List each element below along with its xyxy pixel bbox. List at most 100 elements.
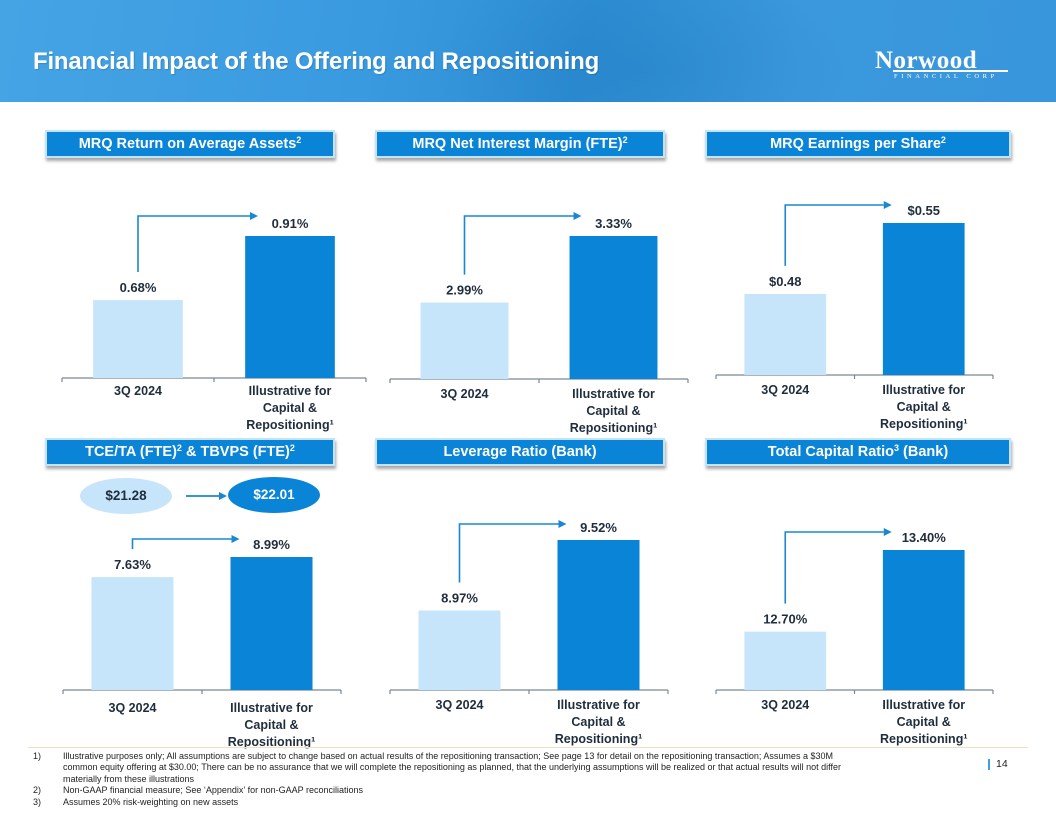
category-label: Repositioning¹ (246, 418, 334, 432)
footnote-text: Illustrative purposes only; All assumpti… (63, 751, 841, 784)
category-label: 3Q 2024 (441, 387, 489, 401)
panel-header-eps: MRQ Earnings per Share2 (705, 130, 1011, 158)
category-label: Repositioning¹ (570, 421, 658, 435)
bar-3q-2024 (420, 302, 509, 379)
change-arrow-head-icon (250, 212, 258, 220)
bar-illustrative (882, 550, 965, 690)
category-label: Illustrative for (882, 383, 965, 397)
tbvps-before-badge: $21.28 (80, 478, 172, 514)
category-label: Illustrative for (557, 698, 640, 712)
footnote-number: 3) (33, 796, 42, 807)
panel-title: MRQ Earnings per Share (770, 136, 941, 152)
change-arrow-line (784, 531, 884, 604)
category-label: 3Q 2024 (761, 698, 809, 712)
bar-illustrative (882, 223, 965, 375)
change-arrow-head-icon (558, 520, 567, 528)
bar-3q-2024 (744, 293, 827, 375)
page-number: 14 (996, 758, 1008, 770)
data-label: 0.68% (120, 280, 157, 295)
footnote-item: 1) Illustrative purposes only; All assum… (33, 751, 853, 785)
footnote-item: 2) Non-GAAP financial measure; See ‘Appe… (33, 785, 853, 796)
bar-illustrative (569, 236, 658, 379)
change-arrow-line (458, 523, 559, 583)
bar-3q-2024 (93, 300, 183, 378)
data-label: 13.40% (902, 530, 947, 545)
change-arrow-head-icon (883, 528, 892, 536)
category-label: Capital & (897, 715, 951, 729)
category-label: Repositioning¹ (880, 732, 968, 746)
logo-wordmark: Norwood (875, 47, 978, 74)
bar-illustrative (230, 557, 313, 690)
footnote-ref: 3 (894, 443, 900, 453)
category-label: Illustrative for (249, 384, 332, 398)
category-label: 3Q 2024 (436, 698, 484, 712)
tbvps-after-badge: $22.01 (228, 477, 320, 513)
data-label: 12.70% (763, 612, 808, 627)
logo-subtitle: FINANCIAL CORP (894, 73, 998, 80)
footnote-ref: 2 (940, 135, 946, 145)
panel-header-leverage: Leverage Ratio (Bank) (375, 438, 665, 466)
footnote-ref: 2 (289, 443, 295, 453)
footer-divider (28, 747, 1028, 748)
change-arrow-line (137, 215, 250, 273)
category-label: Illustrative for (230, 701, 313, 715)
footnote-ref: 2 (622, 135, 628, 145)
category-label: Capital & (897, 400, 951, 414)
data-label: 8.99% (253, 537, 290, 552)
category-label: Repositioning¹ (880, 417, 968, 431)
data-label: 3.33% (595, 216, 632, 231)
panel-title: Leverage Ratio (Bank) (443, 444, 597, 460)
category-label: Capital & (586, 404, 640, 418)
data-label: 9.52% (580, 520, 617, 535)
norwood-logo: Norwood FINANCIAL CORP (875, 47, 1011, 81)
data-label: 8.97% (441, 591, 478, 606)
footnote-text: Assumes 20% risk-weighting on new assets (63, 796, 239, 807)
bar-3q-2024 (91, 577, 174, 690)
data-label: $0.48 (769, 274, 802, 289)
category-label: 3Q 2024 (761, 383, 809, 397)
footnote-item: 3) Assumes 20% risk-weighting on new ass… (33, 797, 853, 808)
change-arrow-line (463, 215, 574, 275)
data-label: 2.99% (446, 283, 483, 298)
category-label: Capital & (244, 718, 298, 732)
category-label: 3Q 2024 (109, 701, 157, 715)
change-arrow-head-icon (883, 201, 892, 209)
bar-illustrative (557, 540, 640, 690)
change-arrow-line (131, 538, 232, 550)
page-title: Financial Impact of the Offering and Rep… (33, 48, 600, 75)
bar-illustrative (245, 236, 335, 378)
data-label: $0.55 (907, 203, 940, 218)
data-label: 0.91% (272, 216, 309, 231)
bar-3q-2024 (744, 631, 827, 690)
category-label: Capital & (263, 401, 317, 415)
category-label: Illustrative for (882, 698, 965, 712)
panel-title: TCE/TA (FTE) (85, 444, 177, 460)
panel-title: & TBVPS (FTE) (181, 444, 290, 460)
data-label: 7.63% (114, 557, 151, 572)
category-label: Illustrative for (572, 387, 655, 401)
change-arrow-head-icon (231, 535, 240, 543)
footnote-number: 1) (33, 751, 42, 761)
change-arrow-line (784, 204, 884, 266)
logo-underline (893, 70, 1008, 72)
bar-3q-2024 (418, 610, 501, 690)
panel-header-total-capital: Total Capital Ratio3 (Bank) (705, 438, 1011, 466)
category-label: 3Q 2024 (114, 384, 162, 398)
footnote-text: Non-GAAP financial measure; See ‘Appendi… (63, 785, 363, 796)
panel-title: MRQ Net Interest Margin (FTE) (412, 136, 623, 152)
footnotes: 1) Illustrative purposes only; All assum… (33, 751, 853, 808)
panel-header-nim: MRQ Net Interest Margin (FTE)2 (375, 130, 665, 158)
panel-header-roaa: MRQ Return on Average Assets2 (45, 130, 335, 158)
slide-header: Financial Impact of the Offering and Rep… (0, 0, 1056, 102)
page-number-marker (988, 759, 990, 770)
tbvps-arrow-icon (186, 492, 227, 500)
panel-title: MRQ Return on Average Assets (78, 136, 297, 152)
change-arrow-head-icon (573, 212, 582, 220)
category-label: Repositioning¹ (555, 732, 643, 746)
panel-title: Total Capital Ratio (767, 444, 895, 460)
